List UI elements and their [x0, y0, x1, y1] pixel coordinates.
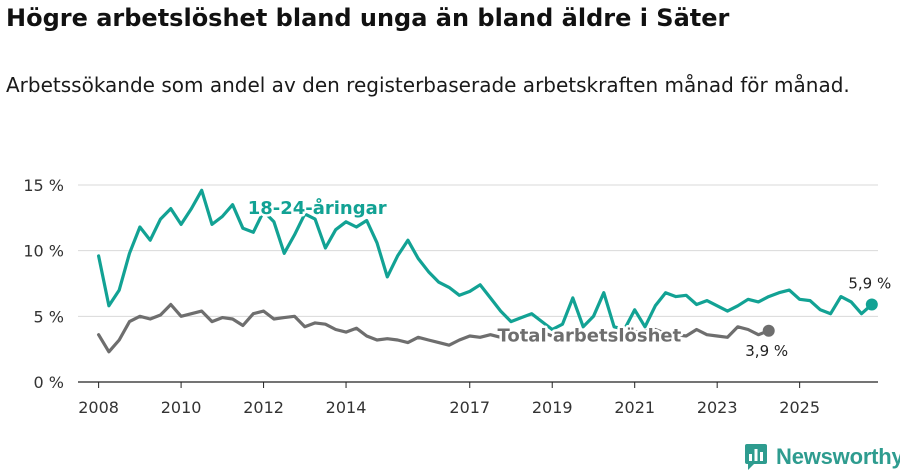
x-tick-label: 2008 [78, 398, 119, 417]
series-labels: 18-24-åringar Total arbetslöshet 5,9 % 3,9 … [245, 194, 891, 360]
end-point-youth [865, 298, 878, 311]
newsworthy-icon [745, 444, 767, 470]
series-label-youth: 18-24-åringar [248, 197, 387, 219]
x-tick-label: 2014 [326, 398, 367, 417]
x-tick-label: 2023 [697, 398, 738, 417]
x-tick-label: 2021 [614, 398, 655, 417]
x-tick-label: 2025 [779, 398, 820, 417]
series-lines [97, 188, 878, 354]
x-tick-label: 2017 [449, 398, 490, 417]
end-point-total [762, 324, 775, 337]
gridlines: 0 % 5 % 10 % 15 % [23, 176, 878, 392]
series-label-total: Total arbetslöshet [497, 325, 681, 346]
y-tick-label: 0 % [34, 373, 64, 392]
y-tick-label: 5 % [34, 307, 64, 326]
chart-title: Högre arbetslöshet bland unga än bland ä… [6, 4, 730, 32]
y-tick-label: 15 % [23, 176, 64, 195]
series-line-youth [97, 188, 874, 332]
x-axis: 2008 2010 2012 2014 2017 2019 2021 2023 2025 [78, 381, 878, 417]
x-tick-label: 2012 [243, 398, 284, 417]
chart-subtitle: Arbetssökande som andel av den registerb… [6, 73, 850, 97]
y-tick-label: 10 % [23, 242, 64, 261]
end-label-total: 3,9 % [745, 342, 788, 360]
x-tick-label: 2010 [161, 398, 202, 417]
end-label-youth: 5,9 % [848, 275, 891, 293]
x-tick-label: 2019 [532, 398, 573, 417]
newsworthy-logo: Newsworthy [744, 442, 900, 472]
series-line-total [97, 302, 771, 354]
brand-name: Newsworthy [776, 444, 900, 469]
